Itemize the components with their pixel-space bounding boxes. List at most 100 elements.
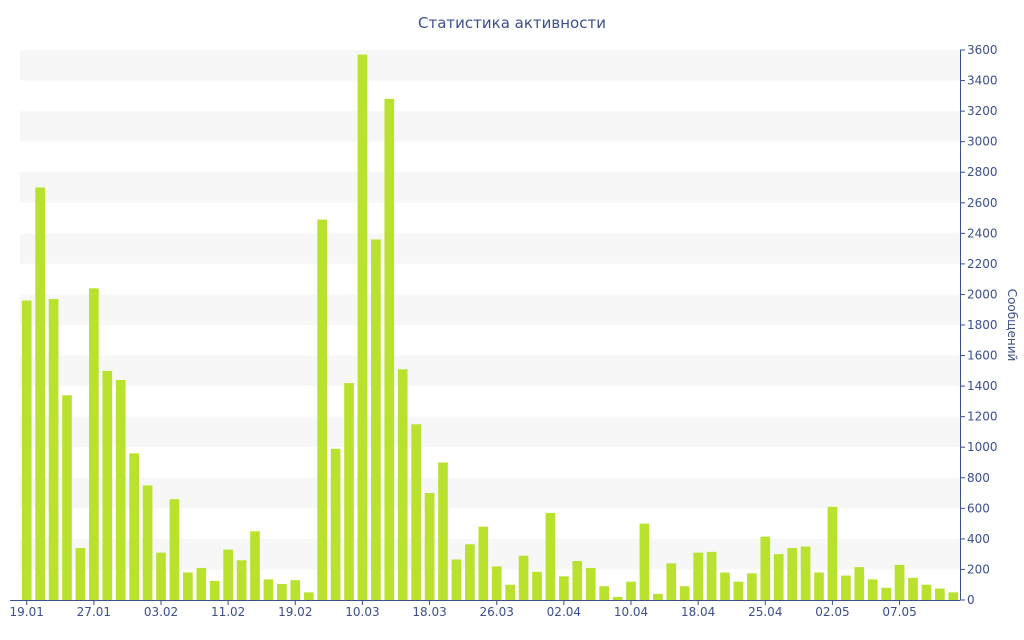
bar <box>48 299 59 600</box>
bar <box>236 560 247 600</box>
x-tick-label: 02.05 <box>815 605 849 619</box>
y-tick-label: 1000 <box>967 440 998 454</box>
bar <box>585 567 596 600</box>
y-tick-label: 3400 <box>967 74 998 88</box>
bar <box>290 580 301 600</box>
bar <box>478 526 489 600</box>
bar <box>89 288 99 600</box>
bar <box>639 523 650 600</box>
bar <box>344 383 354 600</box>
y-tick-label: 2400 <box>967 226 998 240</box>
bar <box>35 187 45 600</box>
bar <box>854 567 865 600</box>
bar <box>411 424 421 600</box>
bar <box>747 573 757 600</box>
bar <box>720 572 730 600</box>
bar <box>115 380 126 600</box>
bar <box>102 370 113 600</box>
bar <box>800 546 811 600</box>
bar <box>894 564 905 600</box>
bar <box>760 536 771 600</box>
bar <box>841 575 851 600</box>
bar <box>773 554 784 600</box>
y-tick-label: 3600 <box>967 43 998 57</box>
bar <box>451 559 462 600</box>
bar <box>330 448 341 600</box>
y-tick-label: 3200 <box>967 104 998 118</box>
grid-band <box>20 355 960 387</box>
x-tick-label: 26.03 <box>480 605 514 619</box>
y-tick-label: 200 <box>967 562 990 576</box>
bar <box>814 572 824 600</box>
y-tick-label: 1400 <box>967 379 998 393</box>
grid-band <box>20 233 960 264</box>
bar <box>921 584 932 600</box>
x-axis: 19.01 27.01 03.02 11.02 19.02 10.03 18.03 26.03… <box>10 600 960 619</box>
bar <box>518 555 529 600</box>
bar <box>599 586 609 600</box>
bar <box>62 395 72 600</box>
y-tick-label: 600 <box>967 501 990 515</box>
y-tick-label: 800 <box>967 471 990 485</box>
bar <box>169 499 180 600</box>
bar <box>424 493 435 600</box>
bar <box>948 592 959 600</box>
y-tick-label: 0 <box>967 593 975 607</box>
y-tick-label: 400 <box>967 532 990 546</box>
bar <box>666 563 677 600</box>
bar <box>653 593 663 600</box>
bar <box>142 485 153 600</box>
bar <box>706 551 717 601</box>
bar <box>183 572 193 600</box>
grid-band <box>20 111 960 142</box>
y-tick-label: 3000 <box>967 135 998 149</box>
bar <box>357 54 368 600</box>
x-tick-label: 19.01 <box>10 605 44 619</box>
bar <box>881 587 891 600</box>
bar <box>371 239 381 600</box>
y-axis: 0 200 400 600 800 1000 1200 1400 1600 1800 2000 220… <box>960 43 998 607</box>
bar <box>867 579 878 601</box>
chart-title: Статистика активности <box>418 14 606 32</box>
bar <box>129 453 139 600</box>
x-tick-label: 18.03 <box>412 605 446 619</box>
bar <box>935 588 945 600</box>
bar <box>21 300 32 600</box>
bar <box>787 548 797 600</box>
bar <box>263 579 274 601</box>
bar <box>196 567 207 600</box>
y-tick-label: 2800 <box>967 165 998 179</box>
grid-band <box>20 50 960 81</box>
x-tick-label: 18.04 <box>681 605 715 619</box>
y-tick-label: 1800 <box>967 318 998 332</box>
bar <box>626 581 636 600</box>
bar <box>693 552 703 600</box>
x-tick-label: 02.04 <box>547 605 581 619</box>
y-tick-label: 2000 <box>967 287 998 301</box>
bar <box>545 512 556 600</box>
bar <box>612 596 623 600</box>
bars <box>21 54 959 601</box>
bar <box>397 369 408 600</box>
bar <box>559 576 569 600</box>
bar <box>156 552 166 600</box>
bar <box>438 462 448 600</box>
bar <box>209 580 220 600</box>
x-tick-label: 25.04 <box>748 605 782 619</box>
x-tick-label: 10.03 <box>345 605 379 619</box>
x-tick-label: 11.02 <box>211 605 245 619</box>
x-tick-label: 19.02 <box>278 605 312 619</box>
bar <box>384 98 395 600</box>
bar <box>491 566 502 600</box>
bar <box>908 577 918 600</box>
y-tick-label: 2200 <box>967 257 998 271</box>
bar <box>733 581 744 600</box>
x-tick-label: 07.05 <box>882 605 916 619</box>
x-tick-label: 27.01 <box>77 605 111 619</box>
y-tick-label: 2600 <box>967 196 998 210</box>
bar <box>532 571 542 600</box>
bar <box>317 219 327 600</box>
bar <box>303 592 314 600</box>
x-tick-label: 03.02 <box>144 605 178 619</box>
